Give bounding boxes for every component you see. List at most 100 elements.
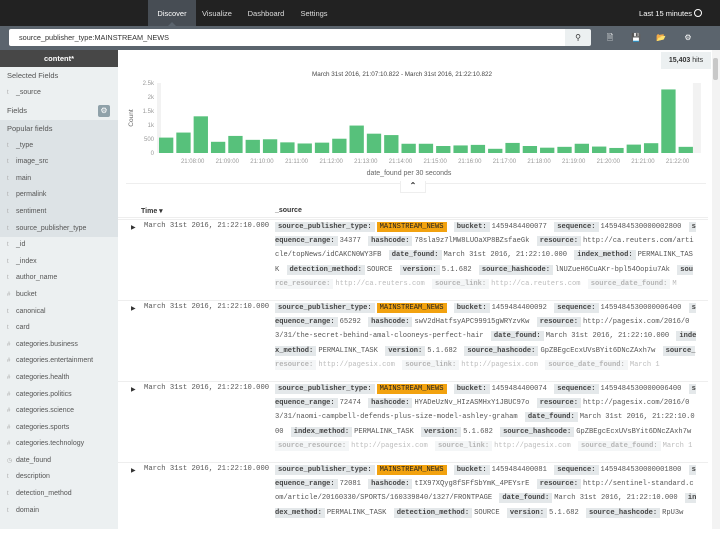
settings-gear-icon[interactable]: ⚙ [684,33,692,42]
tab-settings[interactable]: Settings [300,9,328,18]
string-type-icon: t [7,308,9,315]
histogram-bar[interactable] [592,146,607,153]
histogram-bar[interactable] [176,132,191,153]
top-nav: Discover Visualize Dashboard Settings La… [0,0,720,26]
source-field-value: MAINSTREAM_NEWS [376,465,447,475]
field-item[interactable]: t permalink [0,187,118,204]
expand-row-icon[interactable]: ▶ [131,468,136,474]
search-button[interactable]: ⚲ [565,29,591,46]
histogram-bar[interactable] [384,135,399,153]
field-item[interactable]: # categories.business [0,337,118,354]
field-item[interactable]: # categories.technology [0,436,118,453]
histogram-bar[interactable] [488,148,503,153]
field-item[interactable]: t _type [0,138,118,155]
field-name: card [16,324,30,332]
tab-discover[interactable]: Discover [148,0,196,26]
histogram-bar[interactable] [418,143,434,153]
histogram-bar[interactable] [280,142,295,153]
histogram-bar[interactable] [661,89,676,153]
histogram-bar[interactable] [366,133,382,153]
histogram-bar[interactable] [678,146,693,153]
source-column-header: _source [275,207,302,214]
source-field-key: sequence: [554,222,599,232]
expand-row-icon[interactable]: ▶ [131,306,136,312]
histogram-bar[interactable] [522,146,538,153]
new-search-icon[interactable]: 🗎 [606,33,614,42]
tab-visualize[interactable]: Visualize [202,9,232,18]
sort-down-icon[interactable]: ▾ [159,208,163,215]
histogram-bar[interactable] [262,139,278,153]
histogram-bar[interactable] [349,125,364,153]
histogram-bar[interactable] [453,145,468,153]
open-search-icon[interactable]: 📂 [656,33,666,42]
time-column-header[interactable]: Time ▾ [141,207,163,215]
number-type-icon: # [7,408,11,415]
histogram-bar[interactable] [228,135,243,153]
histogram-bar[interactable] [401,143,416,153]
source-field-value: SOURCE [366,265,393,274]
field-settings-gear-icon[interactable]: ⚙ [98,105,110,117]
field-item[interactable]: t sentiment [0,204,118,221]
source-field-value: 78sla9z7lMW8LUOaXP8BZsfaeGk [414,237,530,246]
histogram-bar[interactable] [314,142,330,153]
source-field-value: 1459484530000001800 [600,466,682,474]
field-item[interactable]: t image_src [0,154,118,171]
expand-row-icon[interactable]: ▶ [131,387,136,393]
source-field-value: March 31st 2016, 21:22:10.000 [554,494,678,503]
histogram-bar[interactable] [332,138,347,153]
time-picker[interactable]: Last 15 minutes [639,0,702,26]
field-item[interactable]: t source_publisher_type [0,221,118,238]
histogram-bar[interactable] [193,116,208,153]
histogram-bar[interactable] [626,144,641,153]
histogram-bar[interactable] [436,146,451,153]
histogram-bar[interactable] [609,147,624,153]
y-tick-label: 1k [148,123,155,129]
collapse-chart-button[interactable]: ⌃ [400,181,426,193]
x-tick-label: 21:08:00 [181,159,205,165]
fields-heading: Fields [7,105,28,115]
field-item[interactable]: # categories.science [0,403,118,420]
histogram-bar[interactable] [505,142,520,153]
tab-dashboard[interactable]: Dashboard [247,9,285,18]
field-item[interactable]: # categories.sports [0,420,118,437]
field-name: image_src [16,158,49,166]
field-item[interactable]: ◷ date_found [0,453,118,470]
histogram-bar[interactable] [557,146,572,153]
field-name: _index [16,257,37,265]
scrollbar[interactable] [712,50,720,529]
y-axis-label: Count [128,109,135,127]
field-item[interactable]: t _index [0,254,118,271]
histogram-bar[interactable] [643,143,659,153]
x-tick-label: 21:15:00 [423,159,447,165]
field-item[interactable]: t domain [0,503,118,520]
save-search-icon[interactable]: 💾 [631,33,641,42]
histogram-bar[interactable] [574,143,589,153]
field-item[interactable]: # categories.politics [0,387,118,404]
histogram-bar[interactable] [470,144,486,153]
field-item[interactable]: t author_name [0,270,118,287]
field-item[interactable]: t main [0,171,118,188]
field-item[interactable]: # categories.entertainment [0,353,118,370]
source-field-value: PERMALINK_TASK [275,251,693,274]
field-name: main [16,174,32,182]
field-item[interactable]: t detection_method [0,486,118,503]
source-field-key: source_publisher_type: [275,465,375,475]
field-item[interactable]: # bucket [0,287,118,304]
field-item[interactable]: t canonical [0,304,118,321]
field-item[interactable]: t description [0,469,118,486]
field-item[interactable]: t card [0,320,118,337]
field-item[interactable]: # categories.health [0,370,118,387]
field-item[interactable]: t _id [0,237,118,254]
histogram-bar[interactable] [297,143,312,153]
search-input[interactable]: source_publisher_type:MAINSTREAM_NEWS [9,29,565,46]
histogram-bar[interactable] [210,141,226,153]
x-axis-label: date_found per 30 seconds [367,170,452,177]
source-field-key: bucket: [453,222,490,232]
histogram-bar[interactable] [159,137,174,153]
source-field-key: date_found: [524,412,578,423]
field-item[interactable]: t _source [0,85,118,102]
expand-row-icon[interactable]: ▶ [131,225,136,231]
index-pattern[interactable]: content* [0,50,118,67]
histogram-bar[interactable] [540,147,555,153]
histogram-bar[interactable] [245,139,260,153]
